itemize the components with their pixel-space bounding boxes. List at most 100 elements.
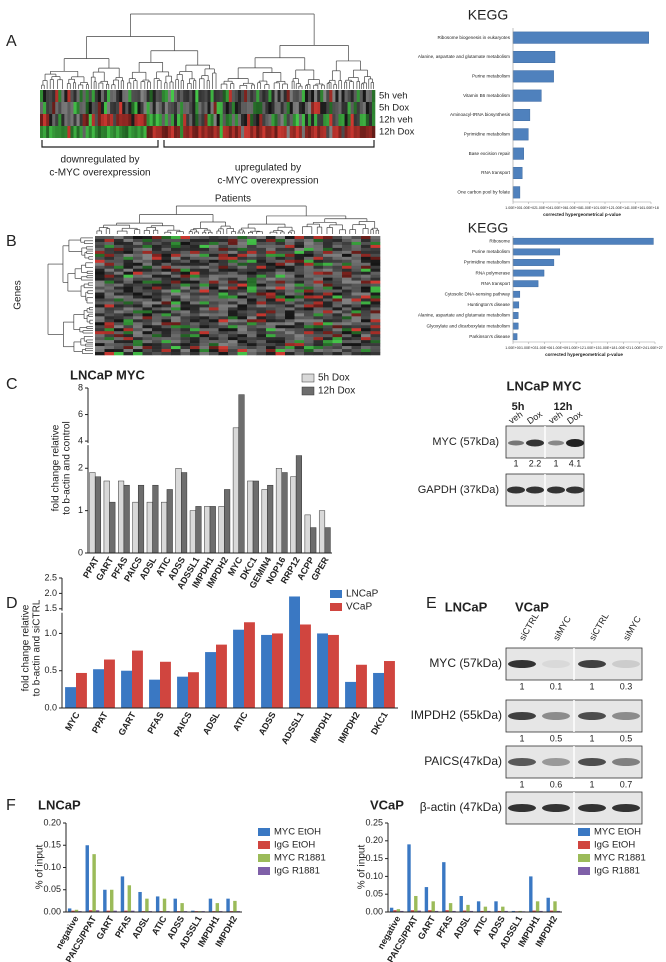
heatmap-cell	[190, 265, 200, 270]
heatmap-cell	[161, 322, 172, 326]
bar	[109, 501, 116, 554]
heatmap-cell	[103, 90, 108, 102]
heatmap-cell	[285, 325, 295, 329]
legend-label: VCaP	[346, 602, 372, 613]
heatmap-cell	[218, 307, 229, 311]
bar	[529, 876, 533, 912]
heatmap-cell	[104, 236, 115, 240]
heatmap-cell	[183, 114, 187, 126]
heatmap-cell	[361, 250, 371, 255]
heatmap-cell	[146, 102, 150, 114]
heatmap-cell	[285, 292, 295, 296]
heatmap-cell	[228, 301, 238, 305]
heatmap-cell	[289, 114, 294, 126]
bar	[145, 898, 149, 912]
heatmap-cell	[152, 274, 162, 278]
heatmap-cell	[174, 126, 178, 138]
heatmap-cell	[347, 126, 351, 138]
heatmap-cell	[43, 90, 47, 102]
heatmap-cell	[275, 268, 286, 272]
heatmap-cell	[152, 102, 157, 114]
heatmap-cell	[342, 283, 352, 287]
blot-band	[548, 440, 564, 446]
heatmap-cell	[332, 295, 343, 299]
heatmap-cell	[351, 253, 362, 258]
heatmap-cell	[192, 102, 196, 114]
chart-title: VCaP	[370, 797, 404, 812]
bar	[188, 672, 199, 708]
legend-swatch	[578, 841, 590, 849]
heatmap-cell	[304, 304, 314, 308]
heatmap-cell	[142, 277, 153, 281]
heatmap-cell	[218, 244, 229, 249]
heatmap-cell	[177, 114, 181, 126]
heatmap-cell	[294, 334, 305, 338]
heatmap-cell	[119, 102, 123, 114]
heatmap-cell	[323, 346, 333, 350]
heatmap-cell	[161, 241, 172, 246]
heatmap-cell	[171, 241, 181, 246]
heatmap-cell	[216, 90, 220, 102]
heatmap-cell	[313, 238, 324, 243]
heatmap-cell	[133, 334, 143, 338]
bar	[166, 489, 173, 554]
heatmap-cell	[342, 238, 352, 243]
heatmap-cell	[351, 277, 362, 281]
heatmap-cell	[250, 102, 254, 114]
heatmap-cell	[247, 259, 257, 264]
bar	[445, 910, 449, 912]
heatmap-cell	[73, 126, 77, 138]
bar	[553, 901, 557, 912]
bar	[393, 910, 397, 912]
heatmap-cell	[152, 316, 162, 320]
heatmap-cell	[209, 307, 219, 311]
heatmap-cell	[161, 337, 172, 341]
heatmap-cell	[351, 334, 362, 338]
heatmap-cell	[142, 325, 153, 329]
heatmap-cell	[64, 90, 68, 102]
heatmap-cell	[228, 265, 238, 270]
heatmap-cell	[123, 337, 134, 341]
heatmap-cell	[123, 292, 134, 296]
heatmap-cell	[142, 310, 153, 314]
heatmap-cell	[104, 298, 115, 302]
heatmap-cell	[342, 337, 352, 341]
heatmap-cell	[323, 292, 333, 296]
heatmap-cell	[313, 244, 324, 249]
x-tick-label: 1.00E+12	[597, 206, 613, 210]
heatmap-cell	[237, 250, 248, 255]
heatmap-cell	[342, 292, 352, 296]
heatmap-cell	[313, 319, 324, 323]
heatmap-cell	[123, 256, 134, 261]
heatmap-cell	[370, 253, 381, 258]
heatmap-cell	[198, 102, 202, 114]
category-label: Purine metabolism	[472, 249, 510, 254]
heatmap-cell	[142, 307, 153, 311]
heatmap-cell	[351, 328, 362, 332]
heatmap-cell	[180, 256, 191, 261]
heatmap-cell	[256, 256, 267, 261]
heatmap-cell	[171, 307, 181, 311]
blot-row-label: GAPDH (37kDa)	[418, 484, 499, 496]
blot-quant: 0.5	[620, 733, 633, 743]
heatmap-cell	[304, 328, 314, 332]
heatmap-cell	[237, 319, 248, 323]
heatmap-cell	[313, 328, 324, 332]
heatmap-cell	[128, 126, 132, 138]
heatmap-cell	[228, 298, 238, 302]
heatmap-cell	[351, 352, 362, 356]
heatmap-cell	[304, 280, 314, 284]
heatmap-cell	[171, 337, 181, 341]
heatmap-cell	[365, 102, 370, 114]
heatmap-cell	[133, 283, 143, 287]
heatmap-cell	[280, 114, 284, 126]
heatmap-cell	[275, 337, 286, 341]
heatmap-cell	[190, 337, 200, 341]
heatmap-cell	[371, 114, 376, 126]
heatmap-cell	[266, 319, 276, 323]
category-label: Vitamin B6 metabolism	[463, 93, 510, 98]
x-tick-label: 1.00E+21	[616, 346, 632, 350]
heatmap-cell	[190, 310, 200, 314]
heatmap-cell	[350, 114, 354, 126]
bar	[289, 596, 300, 708]
